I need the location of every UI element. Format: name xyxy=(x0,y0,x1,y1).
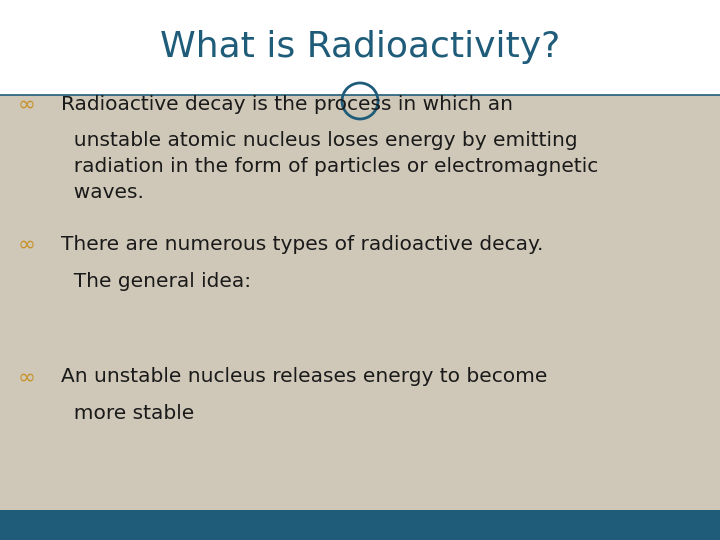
Text: Radioactive decay is the process in which an: Radioactive decay is the process in whic… xyxy=(61,94,513,113)
Text: The general idea:: The general idea: xyxy=(61,272,251,291)
Text: more stable: more stable xyxy=(61,404,194,423)
Bar xyxy=(0,510,720,540)
Text: An unstable nucleus releases energy to become: An unstable nucleus releases energy to b… xyxy=(61,367,548,386)
Text: What is Radioactivity?: What is Radioactivity? xyxy=(160,30,560,64)
Text: There are numerous types of radioactive decay.: There are numerous types of radioactive … xyxy=(61,235,544,254)
Bar xyxy=(0,94,720,510)
Text: ∞: ∞ xyxy=(18,235,36,255)
Text: ∞: ∞ xyxy=(18,367,36,387)
Text: unstable atomic nucleus loses energy by emitting
  radiation in the form of part: unstable atomic nucleus loses energy by … xyxy=(61,131,598,202)
Bar xyxy=(0,0,720,94)
Text: ∞: ∞ xyxy=(18,94,36,114)
